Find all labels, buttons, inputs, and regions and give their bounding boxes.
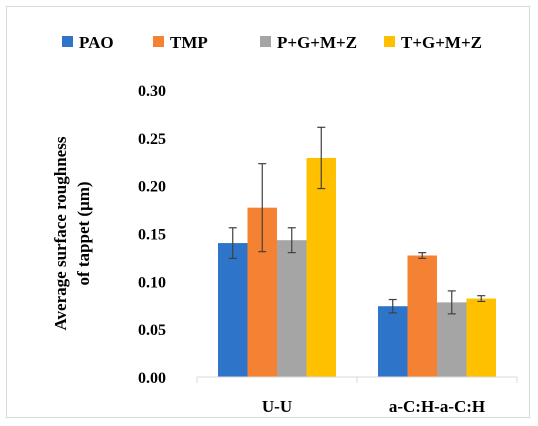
y-tick-label: 0.15	[138, 227, 166, 244]
legend-swatch-PAO	[62, 36, 73, 47]
bar-P+G+M+Z-U-U	[277, 240, 307, 377]
y-axis-label-line: Average surface roughness	[51, 136, 70, 330]
y-tick-label: 0.30	[138, 83, 166, 100]
y-tick-label: 0.05	[138, 322, 166, 339]
legend-swatch-P+G+M+Z	[260, 36, 271, 47]
axes	[196, 376, 518, 383]
legend-label: T+G+M+Z	[401, 33, 482, 52]
bar-TMP-a-C:H-a-C:H	[407, 255, 437, 377]
legend-swatch-TMP	[153, 36, 164, 47]
y-axis-label-line: of tappet (μm)	[74, 181, 93, 285]
y-tick-label: 0.20	[138, 179, 166, 196]
bar-T+G+M+Z-U-U	[306, 157, 336, 377]
y-axis-ticks: 0.00 0.05 0.10 0.15 0.20 0.25 0.30	[138, 83, 166, 387]
bar-PAO-a-C:H-a-C:H	[378, 306, 408, 377]
bars	[218, 157, 496, 377]
bar-P+G+M+Z-a-C:H-a-C:H	[437, 302, 467, 377]
x-tick-label: a-C:H-a-C:H	[389, 397, 485, 416]
legend-swatch-T+G+M+Z	[384, 36, 395, 47]
error-bars	[228, 126, 486, 315]
y-tick-label: 0.10	[138, 274, 166, 291]
y-tick-label: 0.00	[138, 370, 166, 387]
bar-PAO-U-U	[218, 243, 248, 377]
x-tick-label: U-U	[262, 397, 292, 416]
legend-label: P+G+M+Z	[277, 33, 357, 52]
legend-label: TMP	[170, 33, 208, 52]
x-axis-ticks: U-U a-C:H-a-C:H	[262, 397, 485, 416]
y-tick-label: 0.25	[138, 131, 166, 148]
legend: PAO TMP P+G+M+Z T+G+M+Z	[62, 33, 482, 52]
legend-label: PAO	[79, 33, 114, 52]
y-axis-label: Average surface roughness of tappet (μm)	[51, 136, 93, 330]
bar-T+G+M+Z-a-C:H-a-C:H	[466, 298, 496, 377]
